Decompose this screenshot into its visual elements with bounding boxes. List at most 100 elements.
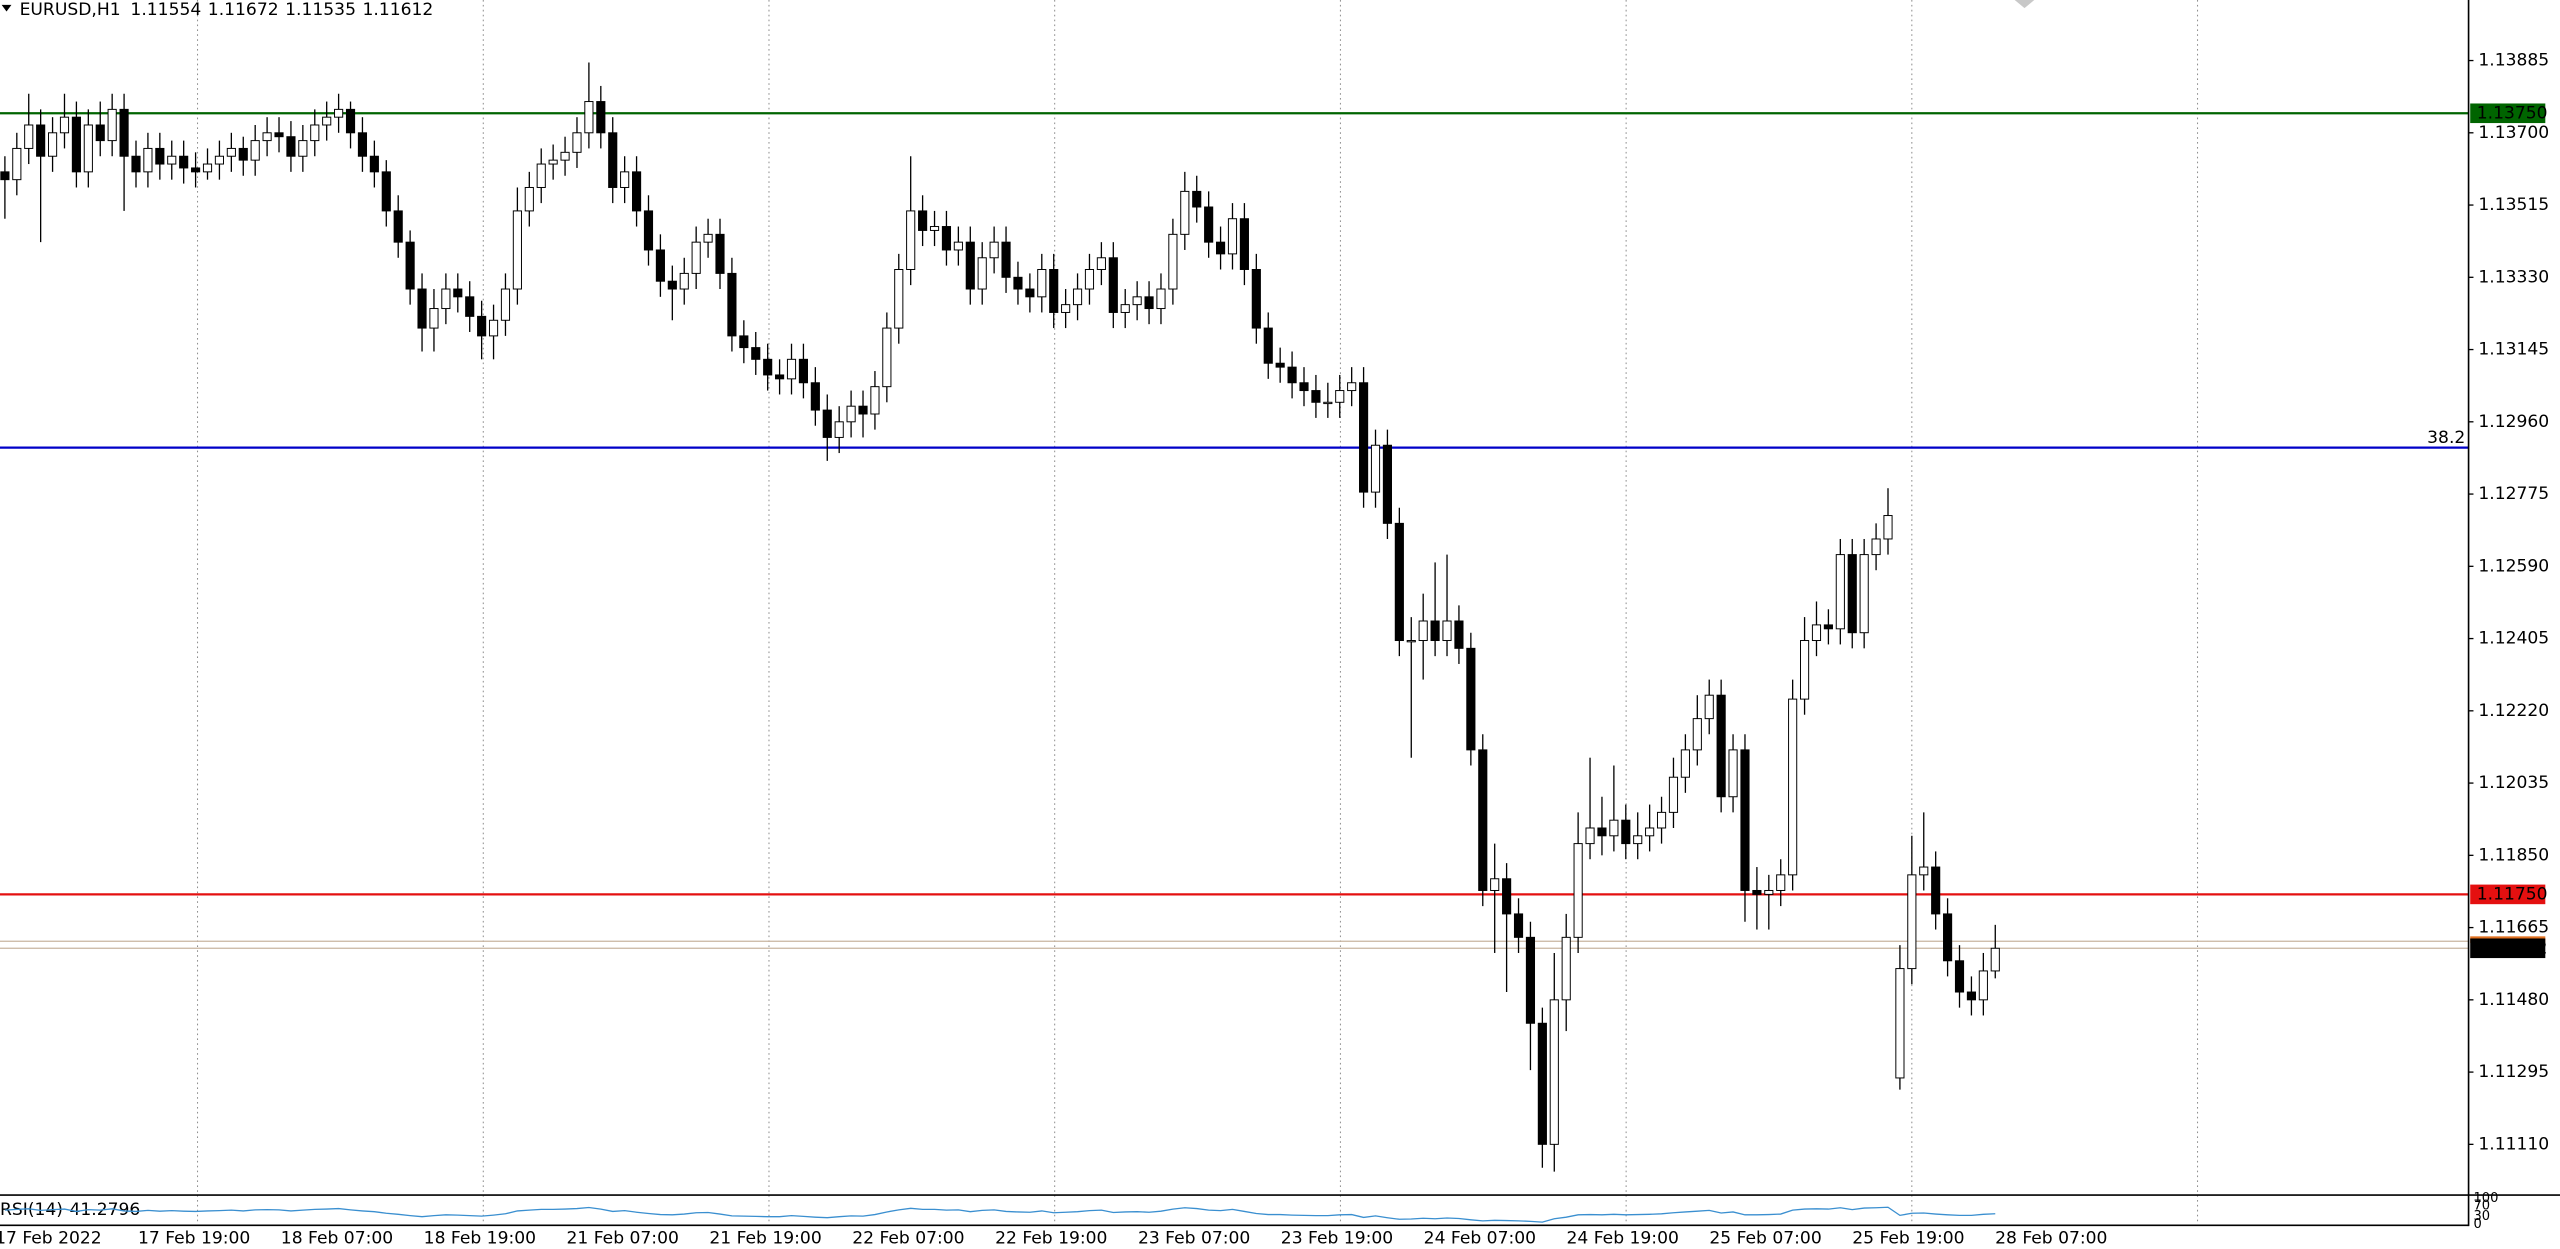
candle-body xyxy=(1144,296,1154,310)
chart-title: EURUSD,H1 xyxy=(20,0,121,20)
candle-body xyxy=(739,335,749,349)
candle-body xyxy=(1311,390,1321,403)
candle-body xyxy=(1609,819,1619,837)
candle-body xyxy=(191,167,201,173)
candle-body xyxy=(1597,827,1607,837)
candle-body xyxy=(143,147,153,173)
candle-body xyxy=(548,159,558,165)
candle-body xyxy=(894,269,904,329)
candle-body xyxy=(822,409,832,438)
candle-body xyxy=(262,132,272,142)
y-tick-label: 1.13330 xyxy=(2478,267,2549,287)
x-tick-label: 24 Feb 07:00 xyxy=(1424,1228,1536,1248)
y-tick-label: 1.11850 xyxy=(2478,845,2549,865)
candle-body xyxy=(1800,640,1810,700)
candle-body xyxy=(1954,960,1965,993)
open-value: 1.11554 xyxy=(130,0,201,20)
candle-body xyxy=(1263,327,1273,364)
candle-body xyxy=(608,132,618,188)
candle-body xyxy=(1919,866,1929,876)
candle-body xyxy=(95,124,105,142)
candle-body xyxy=(763,358,773,376)
candle-body xyxy=(71,116,81,173)
candle-body xyxy=(1966,991,1977,1001)
level-label-box xyxy=(2470,884,2546,905)
candle-body xyxy=(131,155,141,173)
candle-body xyxy=(870,386,880,415)
candle-body xyxy=(1442,620,1452,642)
candle-body xyxy=(1454,620,1464,649)
candle-body xyxy=(977,257,987,290)
candle-body xyxy=(631,171,642,212)
candle-body xyxy=(417,288,427,329)
candle-body xyxy=(167,155,177,165)
x-tick-label: 24 Feb 19:00 xyxy=(1567,1228,1679,1248)
candle-body xyxy=(155,147,165,165)
candle-body xyxy=(703,233,713,243)
y-tick-label: 1.12960 xyxy=(2478,412,2549,432)
candle-body xyxy=(1680,749,1690,778)
candle-body xyxy=(1478,749,1488,891)
candle-body xyxy=(1180,190,1190,235)
event-marker xyxy=(2014,0,2035,9)
y-tick-label: 1.13515 xyxy=(2478,195,2549,215)
candle-body xyxy=(1656,811,1667,829)
candle-body xyxy=(274,132,284,138)
candle-body xyxy=(786,358,797,380)
close-value: 1.11612 xyxy=(363,0,434,20)
candle-body xyxy=(620,171,630,188)
candle-body xyxy=(405,241,415,290)
candle-body xyxy=(36,124,46,157)
rsi-tick-label: 100 xyxy=(2473,1191,2498,1206)
candle-body xyxy=(655,249,665,282)
candle-body xyxy=(441,288,451,310)
x-tick-label: 18 Feb 19:00 xyxy=(424,1228,536,1248)
candle-body xyxy=(1776,874,1786,891)
candle-body xyxy=(1132,296,1142,306)
candle-body xyxy=(1752,889,1762,895)
candle-body xyxy=(298,140,308,157)
candle-body xyxy=(524,186,534,212)
candle-body xyxy=(0,171,10,181)
candle-body xyxy=(381,171,391,212)
candle-body xyxy=(1621,819,1631,845)
candle-body xyxy=(1239,218,1249,270)
x-tick-label: 28 Feb 07:00 xyxy=(1995,1228,2107,1248)
candle-body xyxy=(1084,269,1095,290)
candle-body xyxy=(941,226,952,251)
candle-body xyxy=(1823,624,1833,630)
candle-body xyxy=(1490,878,1500,891)
menu-arrow[interactable] xyxy=(1,4,12,12)
candle-body xyxy=(1108,257,1118,313)
x-tick-label: 22 Feb 19:00 xyxy=(995,1228,1107,1248)
y-tick-label: 1.11480 xyxy=(2478,990,2549,1010)
candle-body xyxy=(1692,718,1702,751)
rsi-tick-label: 70 xyxy=(2473,1199,2490,1214)
level-label: 1.13750 xyxy=(2477,103,2548,123)
candle-body xyxy=(1716,694,1726,798)
candle-body xyxy=(906,210,916,270)
candle-body xyxy=(1037,269,1047,298)
candle-body xyxy=(322,116,332,126)
candle-body xyxy=(1561,936,1571,1001)
candle-body xyxy=(1168,233,1178,290)
candle-body xyxy=(929,226,940,231)
y-tick-label: 1.12775 xyxy=(2478,484,2549,504)
candle-body xyxy=(572,132,582,153)
x-tick-label: 21 Feb 07:00 xyxy=(567,1228,679,1248)
candle-body xyxy=(1513,913,1524,938)
candle-body xyxy=(536,163,546,188)
candle-body xyxy=(1943,913,1953,962)
candle-body xyxy=(1025,288,1035,298)
candle-body xyxy=(1120,304,1130,313)
chart-header: EURUSD,H1 1.11554 1.11672 1.11535 1.11612 xyxy=(20,0,434,20)
candle-body xyxy=(858,405,868,415)
candle-body xyxy=(1192,190,1202,208)
y-tick-label: 1.13700 xyxy=(2478,123,2549,143)
candle-body xyxy=(1466,647,1476,751)
candle-body xyxy=(429,308,439,329)
candle-body xyxy=(1072,288,1083,306)
candle-body xyxy=(1227,218,1238,255)
y-tick-label: 1.11110 xyxy=(2478,1134,2549,1154)
